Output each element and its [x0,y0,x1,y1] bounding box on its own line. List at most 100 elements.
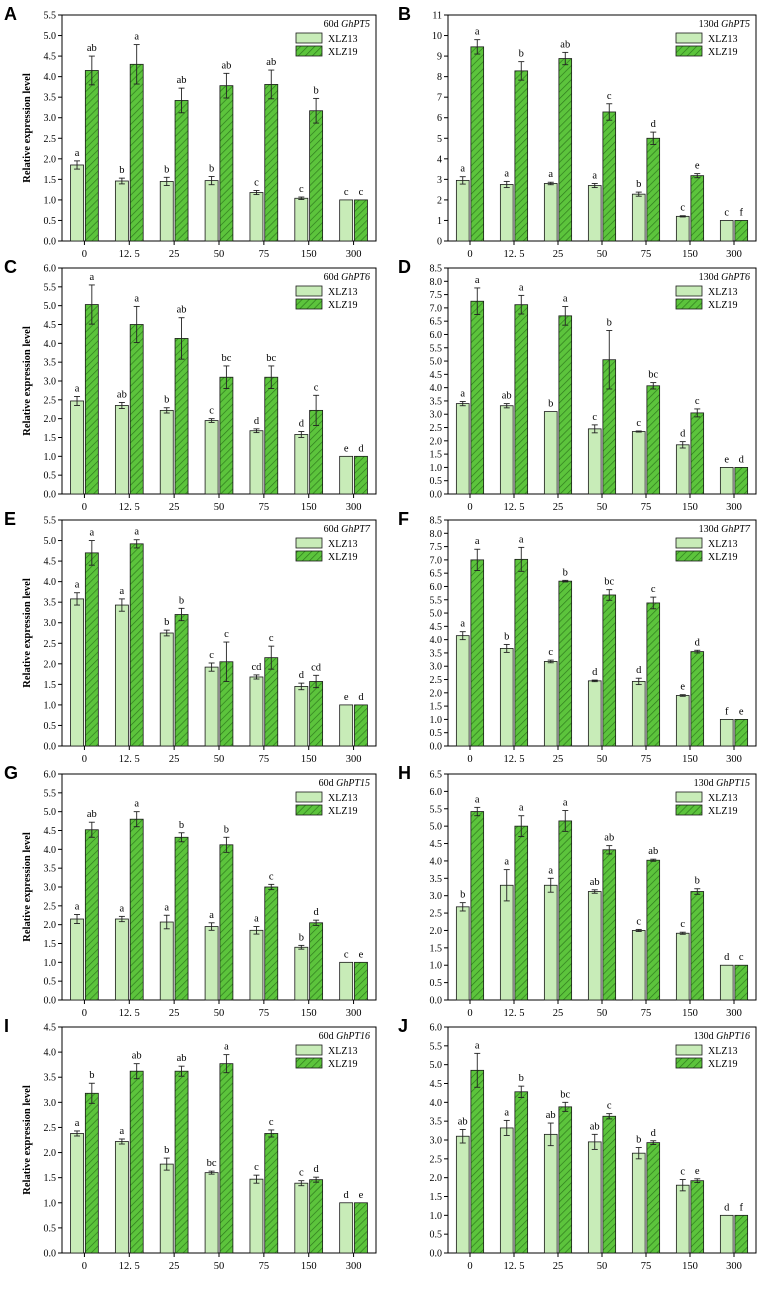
panel-letter: A [4,4,17,24]
significance-letter: b [299,932,304,943]
significance-letter: a [120,1126,125,1137]
bar-xlz13 [294,434,309,495]
y-tick-label: 6.0 [44,264,57,275]
bar-xlz13 [719,719,734,747]
legend-swatch-xlz19 [295,298,323,310]
y-tick-label: 1.0 [430,715,443,726]
y-tick-label: 8.5 [430,516,443,527]
significance-letter: e [739,706,744,717]
significance-letter: ab [590,877,600,888]
y-tick-label: 0.5 [44,721,57,732]
y-tick-label: 5.0 [430,1060,443,1071]
y-tick-label: 1.0 [430,1211,443,1222]
y-tick-label: 4 [437,154,442,165]
x-tick-label: 150 [682,754,698,765]
bar-xlz13 [543,1133,558,1254]
bar-xlz13 [294,1182,309,1254]
bar-xlz13 [675,444,690,495]
bar-xlz19 [690,412,705,495]
x-tick-label: 150 [301,1008,317,1019]
x-tick-label: 50 [214,754,225,765]
legend-swatch-xlz13 [675,285,703,297]
x-tick-label: 150 [301,502,317,513]
bar-xlz19 [734,964,749,1001]
panel-letter: G [4,763,18,783]
bar-xlz19 [174,100,189,242]
significance-letter: a [460,164,465,175]
y-tick-label: 2.0 [430,1173,443,1184]
significance-letter: d [313,907,319,918]
y-tick-label: 6.5 [430,317,443,328]
bar-xlz13 [339,961,354,1001]
x-tick-label: 25 [553,754,564,765]
y-tick-label: 2.5 [430,909,443,920]
significance-letter: a [89,272,94,283]
significance-letter: c [344,187,349,198]
legend-gene: GhPT6 [721,272,750,283]
significance-letter: d [313,1164,319,1175]
bar-xlz13 [204,666,219,747]
y-tick-label: 2.0 [430,436,443,447]
bar-xlz13 [114,918,129,1001]
bar-xlz13 [339,455,354,495]
significance-letter: b [519,1073,524,1084]
significance-letter: b [179,820,184,831]
significance-letter: c [314,382,319,393]
y-tick-label: 0.0 [44,237,57,248]
y-tick-label: 4.5 [430,1079,443,1090]
significance-letter: a [89,528,94,539]
x-tick-label: 50 [597,1261,608,1272]
bar-xlz19 [219,1063,234,1254]
significance-letter: bc [266,353,276,364]
significance-letter: bc [560,1089,570,1100]
y-tick-label: 2.0 [44,1148,57,1159]
x-tick-label: 0 [82,249,87,260]
y-tick-label: 9 [437,52,442,63]
y-tick-label: 3.5 [44,93,57,104]
legend-label: XLZ13 [708,1046,737,1057]
y-tick-label: 2.5 [44,395,57,406]
significance-letter: d [358,692,364,703]
bar-xlz13 [455,635,470,747]
legend-title: 60d GhPT15 [319,778,370,789]
y-tick-label: 3.0 [44,883,57,894]
y-tick-label: 2.0 [44,920,57,931]
significance-letter: a [209,910,214,921]
bar-xlz19 [558,580,573,747]
legend-title: 130d GhPT6 [699,272,750,283]
legend-title: 60d GhPT6 [324,272,370,283]
bar-xlz19 [354,1202,368,1254]
significance-letter: ab [87,809,97,820]
x-tick-label: 150 [682,1261,698,1272]
significance-letter: f [740,1202,744,1213]
y-tick-label: 6.0 [430,787,443,798]
y-tick-label: 10 [432,31,442,42]
bar-xlz19 [219,376,234,495]
bar-xlz19 [558,820,573,1001]
legend-stage: 60d [324,524,342,535]
x-tick-label: 25 [169,754,180,765]
bar-xlz19 [470,46,485,242]
significance-letter: c [739,952,744,963]
y-tick-label: 5 [437,134,442,145]
panel-e: E Relative expression level 0.0 0.5 1.0 1.5 2.… [4,509,377,765]
legend-title: 60d GhPT16 [319,1031,370,1042]
significance-letter: c [548,647,553,658]
significance-letter: b [519,49,524,60]
bar-xlz19 [129,1070,144,1254]
legend-label: XLZ13 [708,287,737,298]
significance-letter: ab [177,75,187,86]
bar-xlz19 [84,70,99,242]
significance-letter: c [224,629,229,640]
significance-letter: a [475,1040,480,1051]
y-tick-label: 0.5 [430,476,443,487]
legend-stage: 60d [319,1031,337,1042]
significance-letter: a [548,865,553,876]
x-tick-label: 50 [597,249,608,260]
y-tick-label: 1.0 [430,961,443,972]
x-tick-label: 0 [467,1008,472,1019]
bar-xlz13 [631,930,646,1001]
significance-letter: a [519,534,524,545]
bar-xlz13 [587,185,602,242]
x-tick-label: 75 [641,502,652,513]
